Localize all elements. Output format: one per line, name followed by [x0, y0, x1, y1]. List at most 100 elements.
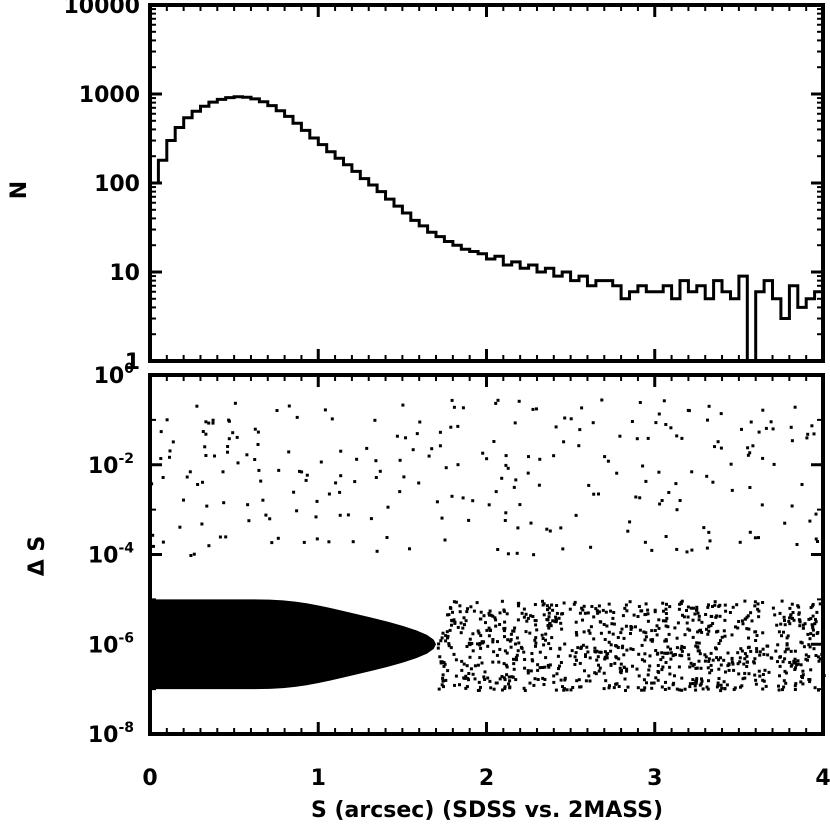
scatter-point — [667, 632, 671, 636]
scatter-point — [221, 470, 225, 474]
scatter-point — [568, 654, 572, 658]
scatter-point — [454, 674, 458, 678]
scatter-point — [647, 668, 651, 672]
scatter-point — [338, 513, 342, 517]
scatter-point — [458, 610, 462, 614]
scatter-point — [245, 453, 249, 457]
scatter-point — [503, 635, 506, 639]
scatter-point — [665, 651, 668, 655]
scatter-point — [235, 435, 239, 439]
scatter-point — [555, 604, 559, 607]
scatter-point — [678, 499, 682, 502]
scatter-point — [688, 685, 692, 689]
scatter-point — [514, 678, 518, 682]
scatter-point — [548, 622, 552, 626]
scatter-point — [578, 428, 582, 432]
scatter-point — [778, 611, 782, 615]
scatter-point — [691, 678, 695, 682]
scatter-point — [638, 628, 642, 632]
scatter-point — [809, 668, 813, 672]
scatter-point — [640, 658, 644, 662]
scatter-point — [801, 626, 805, 630]
scatter-point — [168, 455, 171, 459]
scatter-point — [794, 682, 798, 686]
scatter-point — [661, 665, 665, 669]
scatter-point — [695, 605, 699, 609]
top-ytick-label: 1000 — [79, 83, 140, 108]
scatter-point — [544, 632, 548, 636]
scatter-point — [646, 619, 650, 623]
scatter-point — [716, 681, 720, 685]
scatter-point — [524, 612, 528, 616]
scatter-point — [755, 634, 759, 637]
scatter-point — [464, 686, 468, 690]
scatter-point — [516, 618, 520, 622]
scatter-point — [461, 496, 465, 500]
scatter-point — [595, 609, 599, 613]
scatter-point — [736, 651, 740, 655]
scatter-point — [525, 619, 529, 623]
scatter-point — [758, 674, 762, 678]
scatter-point — [605, 656, 609, 660]
scatter-point — [519, 645, 523, 649]
scatter-point — [270, 541, 274, 545]
scatter-point — [661, 601, 665, 605]
scatter-point — [791, 616, 794, 620]
scatter-point — [789, 649, 793, 653]
scatter-point — [552, 674, 556, 678]
scatter-point — [716, 440, 720, 444]
scatter-point — [469, 667, 473, 671]
scatter-point — [646, 673, 650, 677]
scatter-point — [695, 677, 699, 681]
scatter-point — [517, 399, 521, 403]
scatter-point — [793, 657, 797, 661]
scatter-point — [691, 618, 695, 622]
scatter-point — [546, 618, 550, 622]
scatter-point — [703, 653, 707, 657]
scatter-point — [482, 675, 486, 679]
scatter-point — [256, 430, 260, 434]
scatter-point — [743, 652, 747, 656]
scatter-point — [523, 666, 527, 670]
scatter-point — [792, 659, 796, 663]
xtick-label: 2 — [479, 766, 494, 791]
scatter-point — [696, 630, 700, 634]
scatter-point — [603, 657, 607, 661]
scatter-point — [709, 624, 713, 628]
scatter-point — [706, 418, 709, 422]
scatter-point — [545, 604, 549, 608]
scatter-point — [638, 496, 642, 500]
scatter-point — [686, 605, 690, 609]
scatter-point — [530, 658, 534, 662]
scatter-point — [541, 603, 545, 607]
scatter-point — [528, 681, 532, 685]
scatter-point — [707, 603, 710, 607]
scatter-point — [811, 614, 815, 618]
scatter-point — [487, 612, 491, 615]
scatter-point — [707, 530, 711, 534]
scatter-point — [741, 622, 745, 626]
scatter-point — [704, 613, 708, 616]
scatter-point — [666, 625, 670, 629]
scatter-point — [471, 649, 475, 653]
scatter-point — [547, 665, 551, 669]
scatter-point — [477, 680, 481, 684]
scatter-point — [515, 658, 518, 662]
scatter-point — [797, 612, 801, 616]
scatter-point — [663, 651, 667, 655]
scatter-point — [807, 678, 811, 681]
scatter-point — [628, 600, 632, 604]
scatter-point — [547, 606, 551, 610]
scatter-point — [540, 633, 544, 637]
scatter-point — [812, 432, 816, 436]
scatter-point — [338, 490, 342, 494]
scatter-point — [694, 679, 698, 683]
scatter-point — [355, 457, 359, 461]
scatter-point — [808, 519, 812, 523]
scatter-point — [447, 644, 451, 648]
scatter-point — [319, 460, 323, 464]
scatter-point — [777, 688, 781, 692]
scatter-point — [576, 646, 580, 650]
scatter-point — [809, 632, 813, 636]
scatter-point — [806, 632, 810, 636]
